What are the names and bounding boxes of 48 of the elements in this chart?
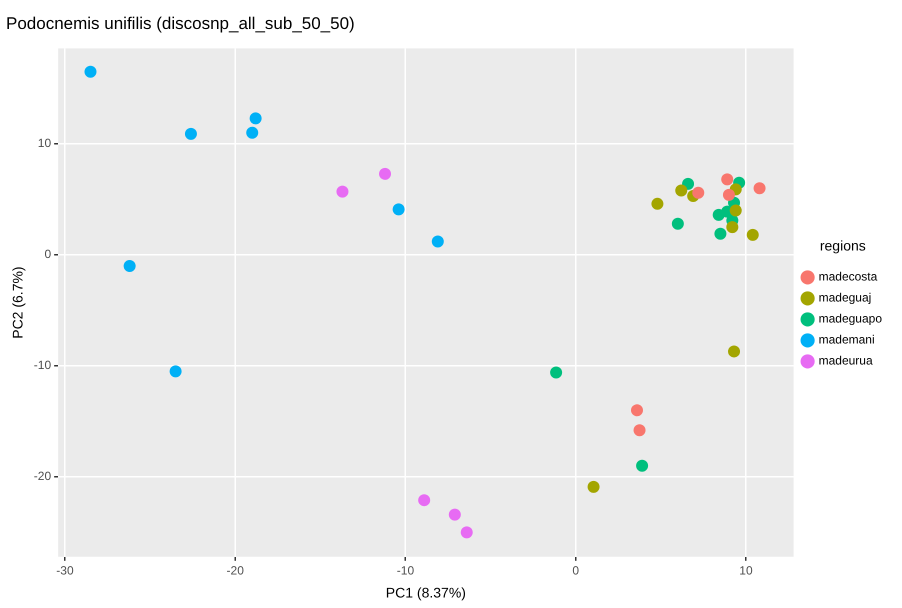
x-tick-label: -20 — [226, 563, 244, 578]
y-tick-label: 0 — [44, 247, 52, 262]
point — [754, 182, 766, 194]
legend-label: madeguaj — [818, 290, 872, 305]
point — [726, 221, 738, 234]
point — [448, 508, 461, 521]
y-tick-label: -20 — [34, 469, 52, 484]
legend-label: mademani — [818, 332, 875, 347]
point — [675, 184, 688, 196]
point — [730, 204, 742, 216]
point — [124, 260, 136, 272]
point — [672, 218, 684, 230]
point — [728, 345, 740, 358]
point — [418, 494, 430, 506]
point — [714, 228, 726, 240]
point — [550, 366, 562, 379]
chart-title: Podocnemis unifilis (discosnp_all_sub_50_50) — [6, 14, 355, 33]
x-tick-label: 0 — [572, 563, 580, 578]
point — [588, 480, 600, 493]
point — [746, 228, 759, 241]
point — [721, 173, 734, 186]
point — [84, 66, 96, 78]
point — [184, 128, 197, 140]
legend-label: madeguapo — [818, 312, 882, 326]
point — [630, 404, 643, 416]
y-axis-title: PC2 (6.7%) — [9, 266, 26, 339]
legend-label: madecosta — [818, 270, 878, 284]
point — [336, 186, 348, 198]
point — [651, 198, 664, 210]
point — [379, 168, 392, 180]
point — [392, 203, 405, 216]
legend-title: regions — [820, 237, 866, 254]
legend-label: madeurua — [818, 354, 873, 368]
y-tick-label: -10 — [34, 358, 52, 372]
y-tick-label: 10 — [38, 136, 52, 150]
point — [692, 186, 704, 199]
point — [432, 236, 444, 248]
point — [170, 365, 182, 378]
point — [634, 424, 646, 436]
x-tick-label: -30 — [56, 563, 74, 578]
point — [250, 112, 262, 124]
x-axis-title: PC1 (8.37%) — [386, 584, 466, 600]
point — [636, 460, 648, 472]
point — [460, 526, 473, 538]
point — [246, 126, 258, 139]
x-tick-label: -10 — [396, 563, 414, 578]
x-tick-label: 10 — [739, 563, 753, 578]
point — [722, 188, 735, 201]
